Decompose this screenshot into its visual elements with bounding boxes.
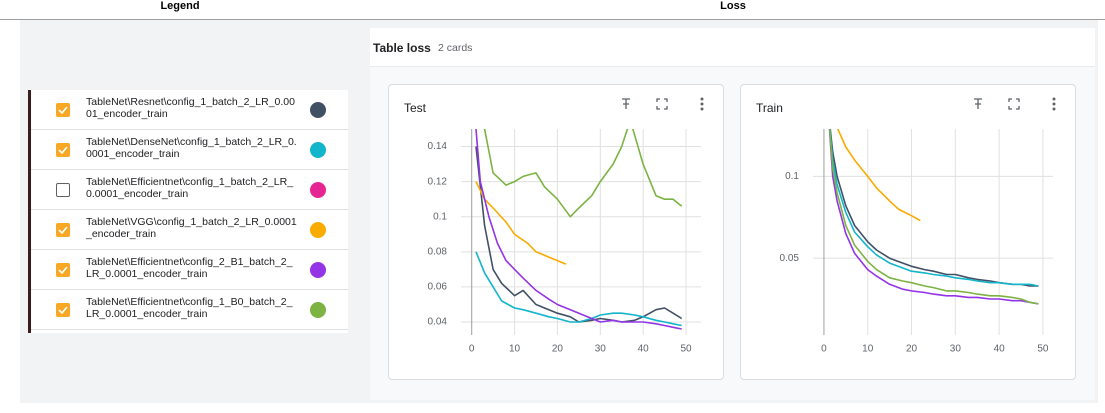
more-icon[interactable] [700,107,704,111]
check-mark [58,226,68,235]
more-icon[interactable] [1052,97,1056,101]
series-line [836,129,921,222]
y-tick-label: 0.1 [433,211,447,222]
y-tick-label: 0.05 [780,253,800,264]
y-tick-label: 0.04 [428,317,448,328]
legend-label: TableNet\Efficientnet\config_2_B1_batch_… [86,256,293,280]
x-tick-label: 10 [509,344,521,355]
x-tick-label: 40 [638,344,650,355]
y-tick-label: 0.14 [428,141,448,152]
toolbar[interactable] [974,97,1056,111]
more-icon[interactable] [1052,107,1056,111]
color-dot[interactable] [310,262,326,278]
checkbox[interactable] [56,183,70,197]
chart: 0.05 0.1 0 10 20 30 40 50 [780,97,1056,355]
check-mark [58,306,68,315]
check-mark [58,106,68,115]
chart-title: Test [404,101,427,115]
section-subtitle: 2 cards [438,42,473,54]
checkbox[interactable] [56,103,70,117]
x-tick-label: 20 [552,344,564,355]
plot [475,129,683,330]
x-tick-label: 30 [595,344,607,355]
check-icon [58,106,68,115]
x-tick-label: 0 [469,344,475,355]
legend-header: Legend [160,0,200,12]
chart-card: Train 0.05 0.1 0 10 20 30 40 50 [740,84,1076,380]
more-icon[interactable] [1052,102,1056,106]
chart-title: Train [756,101,783,115]
color-dot[interactable] [310,182,326,198]
more-icon[interactable] [700,102,704,106]
x-tick-label: 50 [1037,344,1049,355]
x-tick-label: 40 [994,344,1006,355]
checkbox[interactable] [56,263,70,277]
legend-item[interactable]: TableNet\Efficientnet\config_1_batch_2_L… [31,170,348,210]
plot [828,129,1039,305]
section-header: Table loss 2 cards [370,28,1095,67]
legend-item[interactable]: TableNet\Efficientnet\config_1_B0_batch_… [31,290,348,330]
series-line [475,181,567,265]
x-tick-label: 20 [906,344,918,355]
fullscreen-icon[interactable] [656,98,668,110]
color-dot[interactable] [310,142,326,158]
checkbox[interactable] [56,223,70,237]
series-line [828,129,1039,305]
check-mark [58,266,68,275]
legend-item[interactable]: TableNet\Efficientnet\config_2_B1_batch_… [31,250,348,290]
checkbox[interactable] [56,303,70,317]
check-icon [58,226,68,235]
series-line [483,129,683,218]
pin-icon[interactable] [622,98,630,109]
y-tick-label: 0.12 [428,176,448,187]
legend-item[interactable]: TableNet\VGG\config_1_batch_2_LR_0.0001_… [31,210,348,250]
legend-item[interactable]: TableNet\DenseNet\config_1_batch_2_LR_0.… [31,130,348,170]
loss-header: Loss [720,0,746,12]
legend-label: TableNet\Resnet\config_1_batch_2_LR_0.00… [86,96,295,120]
check-icon [58,306,68,315]
chart: 0.04 0.06 0.08 0.1 0.12 0.14 0 10 20 30 40 50 [428,97,704,355]
check-icon [58,146,68,155]
header-rule [0,19,1105,20]
legend-item[interactable]: TableNet\Resnet\config_1_batch_2_LR_0.00… [31,90,348,130]
y-tick-label: 0.06 [428,282,448,293]
more-icon[interactable] [700,97,704,101]
chart-card: Test 0.04 0.06 0.08 0.1 0.12 0.14 0 10 20 30 40 50 [388,84,724,380]
section-title: Table loss [373,41,431,55]
series-line [475,146,683,323]
legend-list: TableNet\Resnet\config_1_batch_2_LR_0.00… [28,90,348,333]
check-icon [58,266,68,275]
x-tick-label: 30 [950,344,962,355]
series-line [475,251,682,327]
series-line [829,129,1039,287]
series-line [475,129,682,330]
y-tick-label: 0.08 [428,246,448,257]
checkbox[interactable] [56,143,70,157]
toolbar[interactable] [622,97,704,111]
legend-label: TableNet\Efficientnet\config_1_B0_batch_… [86,296,293,320]
x-tick-label: 10 [862,344,874,355]
color-dot[interactable] [310,222,326,238]
x-tick-label: 0 [821,344,827,355]
color-dot[interactable] [310,102,326,118]
legend-label: TableNet\Efficientnet\config_1_batch_2_L… [86,176,294,200]
fullscreen-icon[interactable] [1008,98,1020,110]
series-line [828,129,1039,305]
color-dot[interactable] [310,302,326,318]
legend-label: TableNet\DenseNet\config_1_batch_2_LR_0.… [86,136,297,160]
check-mark [58,146,68,155]
pin-icon[interactable] [974,98,982,109]
legend-label: TableNet\VGG\config_1_batch_2_LR_0.0001_… [86,216,297,240]
y-tick-label: 0.1 [785,171,799,182]
x-tick-label: 50 [680,344,692,355]
